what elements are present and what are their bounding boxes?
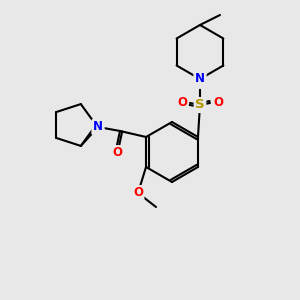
Text: N: N xyxy=(195,74,205,88)
Text: O: O xyxy=(213,97,223,110)
Text: N: N xyxy=(93,121,103,134)
Text: N: N xyxy=(195,73,205,85)
Text: O: O xyxy=(133,187,143,200)
Text: N: N xyxy=(93,121,103,134)
Text: O: O xyxy=(112,146,122,160)
Text: O: O xyxy=(177,97,187,110)
Text: S: S xyxy=(195,98,205,112)
